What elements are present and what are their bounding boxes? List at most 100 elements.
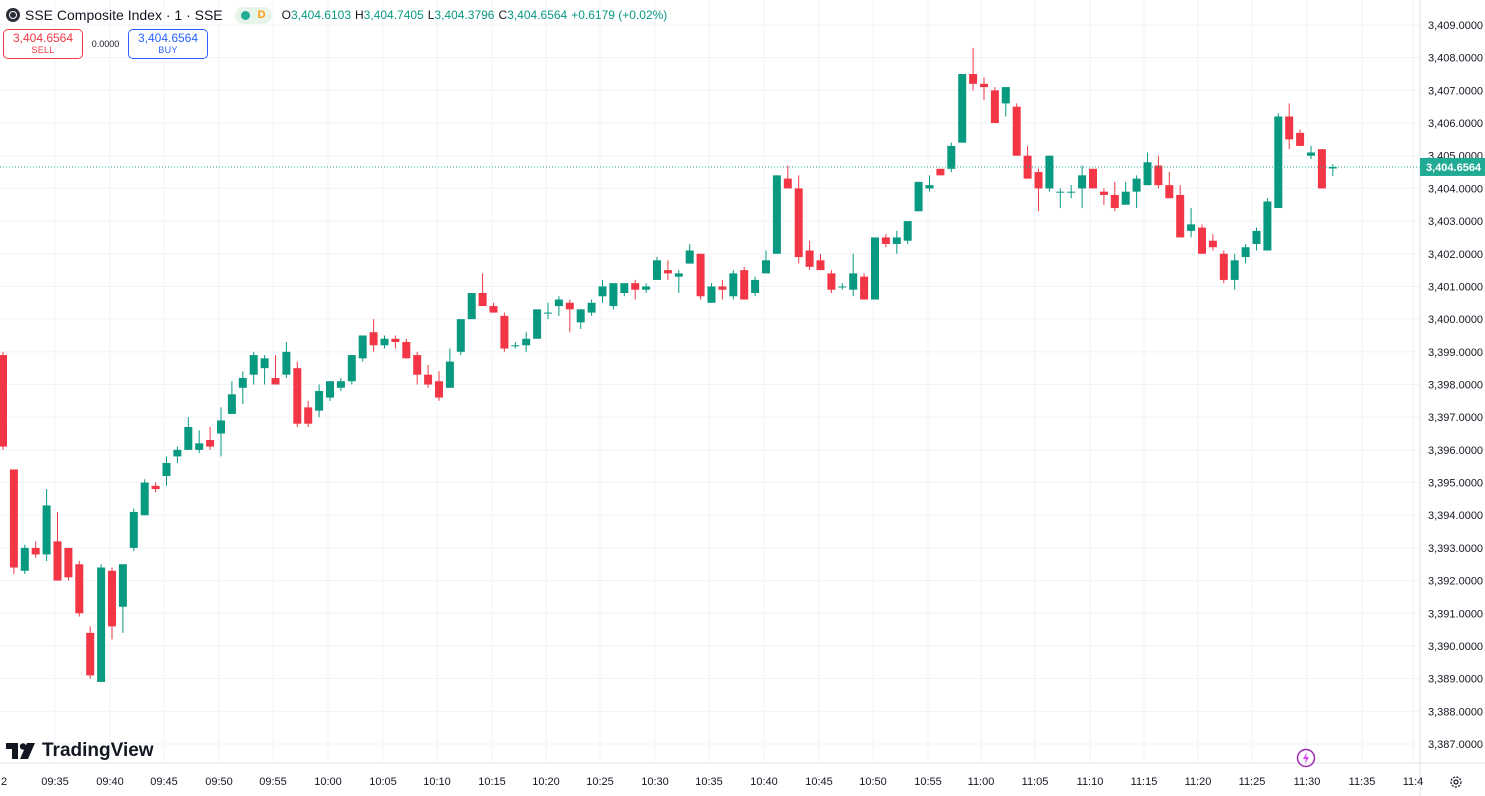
candle-body (369, 332, 378, 346)
candle-body (97, 567, 106, 682)
time-tick-label: 10:25 (586, 776, 614, 788)
candle (195, 430, 204, 454)
price-tick-label: 3,399.0000 (1428, 347, 1483, 359)
candle (980, 77, 988, 101)
tradingview-wordmark: TradingView (42, 740, 154, 761)
candle-body (467, 292, 476, 320)
candle-body (718, 286, 727, 290)
candle (631, 279, 640, 300)
price-tick-label: 3,396.0000 (1428, 445, 1483, 457)
time-tick-label: 10:10 (423, 776, 451, 788)
candle-body (990, 90, 999, 124)
candle-body (282, 351, 291, 375)
time-tick-label: 09:55 (259, 776, 287, 788)
candle-body (347, 355, 356, 382)
candle-body (1219, 253, 1228, 280)
candle (849, 253, 858, 297)
time-tick-label: 2 (1, 776, 7, 788)
candle-body (151, 485, 160, 490)
candle-body (892, 237, 901, 244)
time-tick-label: 09:50 (205, 776, 233, 788)
candle (227, 381, 236, 414)
candle-body (217, 420, 225, 434)
grid (0, 0, 1420, 763)
candle-body (1023, 155, 1032, 179)
candle-body (249, 355, 258, 375)
price-tick-label: 3,407.0000 (1428, 85, 1483, 97)
candle (1001, 87, 1010, 117)
candle (53, 511, 62, 581)
candle (86, 626, 95, 679)
candle-body (969, 74, 978, 84)
candle (369, 319, 378, 352)
buy-button[interactable]: 3,404.6564 BUY (128, 29, 208, 59)
candle-body (1241, 247, 1250, 258)
candle (206, 426, 215, 450)
time-axis[interactable]: 2 09:35 09:40 09:45 09:50 09:55 10:00 10:05 10:1… (0, 762, 1485, 788)
time-tick-label: 10:40 (750, 776, 778, 788)
time-tick-label: 11:4 (1403, 776, 1424, 788)
candle-body (227, 394, 236, 414)
price-tick-label: 3,409.0000 (1428, 20, 1483, 32)
candle-body (108, 570, 116, 627)
candle-body (783, 178, 792, 189)
candle-body (805, 250, 814, 267)
candle (1187, 208, 1196, 238)
candle (1110, 181, 1119, 212)
candle (1067, 185, 1076, 199)
candle-body (860, 276, 869, 300)
candle (304, 400, 313, 427)
candle-body (184, 426, 193, 450)
candle (238, 371, 247, 405)
candle (217, 407, 225, 457)
sell-button[interactable]: 3,404.6564 SELL (3, 29, 83, 59)
settings-gear-icon[interactable] (1449, 775, 1463, 789)
candle (1328, 164, 1337, 177)
candle-body (260, 358, 269, 369)
candle (9, 469, 18, 575)
candle-body (522, 338, 531, 346)
candle (391, 335, 400, 349)
symbol-title[interactable]: SSE Composite Index · 1 · SSE (25, 7, 223, 23)
flash-icon[interactable] (1296, 748, 1316, 768)
candle (402, 338, 411, 359)
sell-label: SELL (31, 45, 55, 55)
close-label: C (498, 8, 508, 22)
candle-body (1328, 166, 1337, 169)
candle-body (1067, 191, 1076, 193)
candle (500, 312, 509, 352)
candle (653, 257, 661, 280)
time-tick-label: 11:25 (1239, 776, 1266, 788)
candle-body (402, 342, 411, 359)
candle-body (620, 283, 629, 293)
candle-body (336, 381, 345, 388)
price-axis[interactable]: 3,387.0000 3,388.0000 3,389.0000 3,390.0000… (1419, 0, 1483, 796)
candle (1132, 175, 1141, 209)
candle-body (729, 273, 738, 297)
market-open-dot-icon (240, 10, 250, 20)
buy-price: 3,404.6564 (137, 31, 199, 45)
candle-body (925, 185, 934, 189)
candle-body (304, 407, 313, 424)
candle (642, 283, 651, 293)
market-status-pill[interactable]: D (234, 6, 272, 24)
candle (1121, 181, 1130, 205)
candle-body (674, 273, 683, 277)
candle-body (871, 237, 879, 300)
candle-body (489, 306, 498, 313)
candle (925, 175, 934, 192)
candle (162, 456, 171, 486)
candle (871, 237, 879, 300)
candle (315, 384, 324, 418)
candle-body (391, 338, 400, 343)
candle-body (838, 286, 847, 288)
sell-price: 3,404.6564 (12, 31, 74, 45)
candle-body (1285, 116, 1294, 140)
candle (1143, 152, 1152, 186)
candle (772, 175, 781, 254)
tradingview-logo[interactable]: TradingView (6, 740, 154, 762)
price-tick-label: 3,390.0000 (1428, 641, 1483, 653)
price-tick-label: 3,391.0000 (1428, 608, 1483, 620)
candle (1208, 234, 1217, 251)
